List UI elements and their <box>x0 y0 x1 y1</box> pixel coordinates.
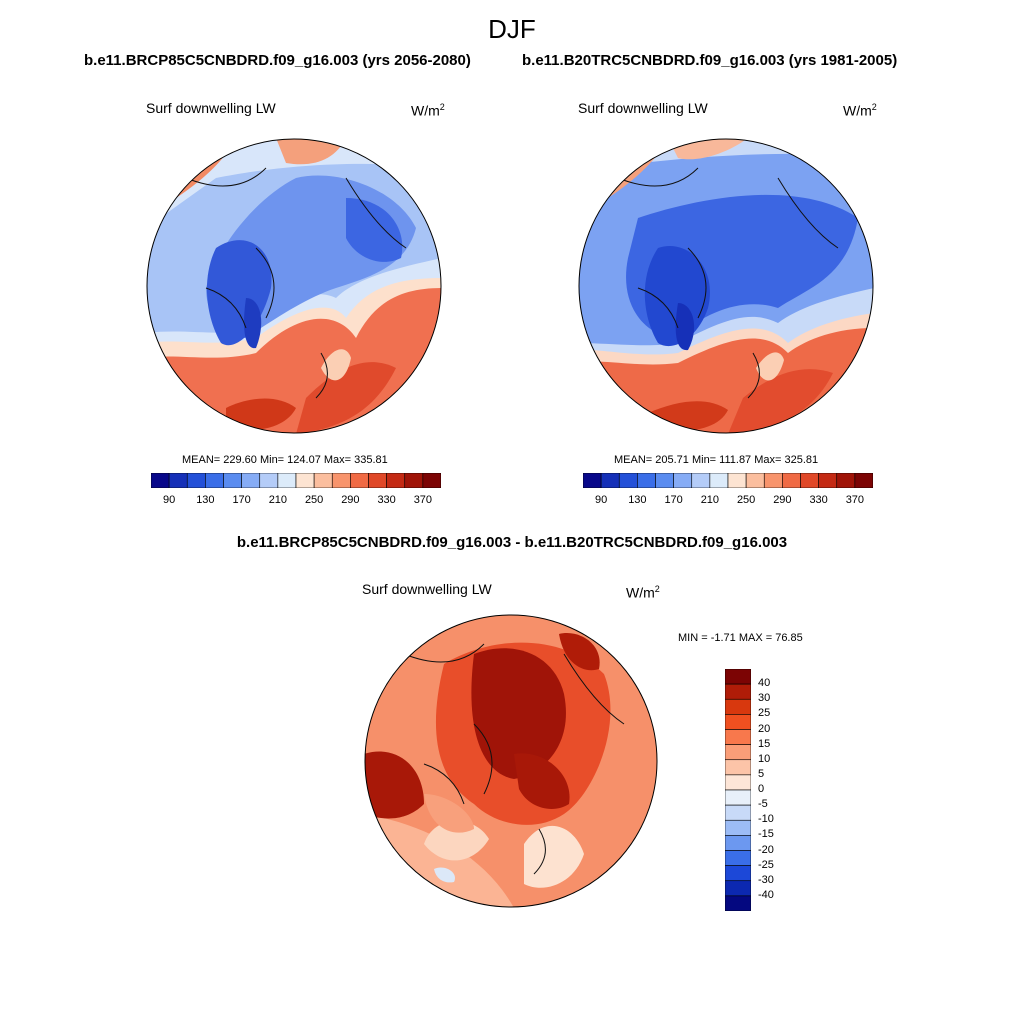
colorbar-swatch <box>854 473 873 488</box>
colorbar-swatch <box>422 473 441 488</box>
panel-2-case-title: b.e11.B20TRC5CNBDRD.f09_g16.003 (yrs 198… <box>522 52 898 69</box>
colorbar-tick-label: 330 <box>377 494 396 506</box>
colorbar-swatch <box>691 473 711 488</box>
colorbar-tick-label: 250 <box>736 494 756 506</box>
colorbar-tick-label: -5 <box>758 798 768 811</box>
colorbar-tick-label: 0 <box>758 783 765 795</box>
colorbar-swatch <box>404 473 424 488</box>
difference-variable-label: Surf downwelling LW <box>362 581 492 597</box>
colorbar-swatch <box>709 473 729 488</box>
panel-2-units: W/m2 <box>843 102 877 119</box>
figure-title: DJF <box>488 14 536 44</box>
colorbar-swatch <box>782 473 801 488</box>
difference-colorbar <box>725 669 751 911</box>
panel-1-case-title: b.e11.BRCP85C5CNBDRD.f09_g16.003 (yrs 20… <box>84 52 471 69</box>
panel-2-stats: MEAN= 205.71 Min= 111.87 Max= 325.81 <box>614 454 819 466</box>
colorbar-tick-label: -40 <box>758 888 774 901</box>
colorbar-tick-label: 15 <box>758 737 771 750</box>
colorbar-tick-label: 370 <box>413 494 433 506</box>
panel-1-variable-label: Surf downwelling LW <box>146 100 276 116</box>
colorbar-swatch <box>313 473 333 488</box>
colorbar-tick-label: -10 <box>758 813 774 826</box>
colorbar-tick-label: 90 <box>163 494 176 506</box>
colorbar-swatch <box>618 473 638 488</box>
panel-1-units: W/m2 <box>411 102 445 119</box>
colorbar-swatch <box>205 473 224 488</box>
panel-1-colorbar <box>151 473 441 488</box>
colorbar-tick-label: 5 <box>758 767 765 780</box>
colorbar-swatch <box>763 473 783 488</box>
colorbar-tick-label: 290 <box>773 494 792 506</box>
colorbar-tick-label: 250 <box>304 494 324 506</box>
colorbar-swatch <box>800 473 819 488</box>
colorbar-swatch <box>725 669 751 685</box>
colorbar-tick-label: 25 <box>758 707 771 720</box>
colorbar-tick-label: 130 <box>196 494 215 506</box>
colorbar-swatch <box>745 473 765 488</box>
colorbar-swatch <box>186 473 206 488</box>
colorbar-tick-label: -25 <box>758 858 774 871</box>
colorbar-swatch <box>655 473 674 488</box>
difference-title: b.e11.BRCP85C5CNBDRD.f09_g16.003 - b.e11… <box>236 534 788 551</box>
panel-2-polar-map <box>578 138 874 434</box>
colorbar-swatch <box>637 473 656 488</box>
colorbar-swatch <box>368 473 387 488</box>
colorbar-swatch <box>725 698 751 715</box>
colorbar-swatch <box>725 804 751 821</box>
colorbar-swatch <box>725 850 751 866</box>
colorbar-tick-label: 370 <box>845 494 865 506</box>
colorbar-tick-label: 330 <box>809 494 828 506</box>
colorbar-swatch <box>151 473 170 488</box>
colorbar-swatch <box>725 895 751 911</box>
colorbar-swatch <box>600 473 620 488</box>
colorbar-swatch <box>583 473 602 488</box>
colorbar-swatch <box>223 473 242 488</box>
colorbar-tick-label: 130 <box>628 494 647 506</box>
colorbar-tick-label: 170 <box>232 494 251 506</box>
colorbar-tick-label: 30 <box>758 692 771 705</box>
difference-polar-map <box>364 614 658 908</box>
difference-units: W/m2 <box>626 584 660 601</box>
colorbar-swatch <box>386 473 406 488</box>
colorbar-swatch <box>725 865 751 882</box>
colorbar-swatch <box>725 774 751 791</box>
panel-2-colorbar <box>583 473 873 488</box>
colorbar-swatch <box>725 744 751 761</box>
colorbar-swatch <box>725 683 751 700</box>
colorbar-swatch <box>259 473 279 488</box>
colorbar-tick-label: 40 <box>758 677 771 690</box>
colorbar-tick-label: -30 <box>758 873 774 886</box>
colorbar-swatch <box>725 819 751 836</box>
colorbar-tick-label: 210 <box>268 494 288 506</box>
colorbar-swatch <box>818 473 838 488</box>
colorbar-swatch <box>725 789 751 806</box>
panel-1-polar-map <box>146 138 442 434</box>
colorbar-swatch <box>350 473 369 488</box>
colorbar-tick-label: 210 <box>700 494 720 506</box>
colorbar-swatch <box>725 759 751 776</box>
panel-1-stats: MEAN= 229.60 Min= 124.07 Max= 335.81 <box>182 454 388 466</box>
colorbar-swatch <box>836 473 856 488</box>
colorbar-swatch <box>241 473 261 488</box>
colorbar-swatch <box>725 729 751 745</box>
colorbar-tick-label: -20 <box>758 843 774 856</box>
colorbar-tick-label: 290 <box>341 494 360 506</box>
colorbar-swatch <box>725 835 751 851</box>
colorbar-swatch <box>168 473 188 488</box>
colorbar-tick-label: 10 <box>758 752 771 765</box>
colorbar-swatch <box>725 714 751 730</box>
colorbar-swatch <box>673 473 693 488</box>
panel-2-variable-label: Surf downwelling LW <box>578 100 708 116</box>
colorbar-swatch <box>277 473 297 488</box>
colorbar-swatch <box>331 473 351 488</box>
colorbar-swatch <box>727 473 747 488</box>
colorbar-tick-label: 20 <box>758 722 771 735</box>
colorbar-tick-label: 170 <box>664 494 683 506</box>
colorbar-swatch <box>725 880 751 897</box>
colorbar-tick-label: -15 <box>758 828 774 841</box>
colorbar-tick-label: 90 <box>595 494 608 506</box>
colorbar-swatch <box>295 473 315 488</box>
difference-stats: MIN = -1.71 MAX = 76.85 <box>678 632 803 644</box>
